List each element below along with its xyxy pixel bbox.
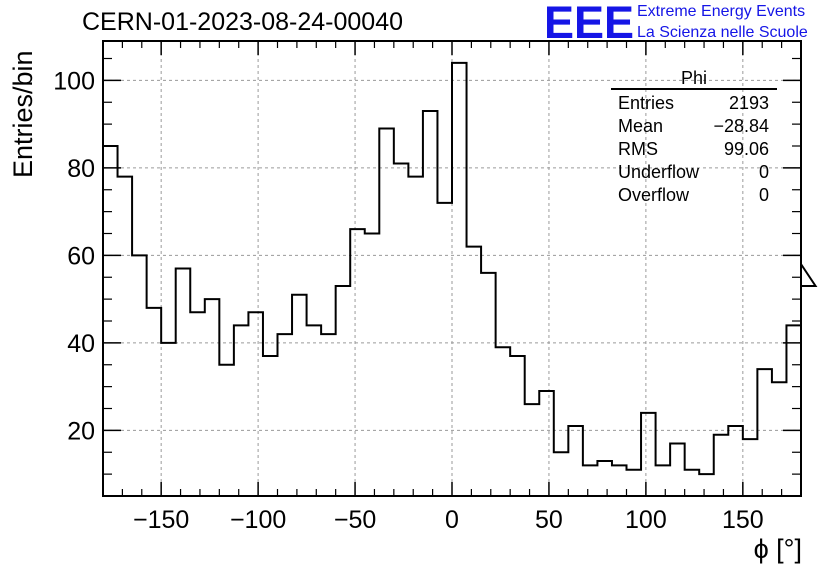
plot-frame	[102, 40, 802, 497]
x-tick-labels: −150 −100 −50 0 50 100 150	[133, 506, 764, 534]
stats-name: Phi	[680, 68, 707, 88]
x-tick-label: 150	[722, 506, 764, 534]
stats-row-entries: Entries 2193	[611, 92, 777, 115]
stats-value: 2193	[728, 93, 769, 113]
y-tick-label: 100	[53, 67, 95, 95]
stats-row-underflow: Underflow 0	[611, 161, 777, 184]
stats-divider	[611, 88, 777, 90]
histogram-step-line	[103, 61, 818, 476]
stats-label: Underflow	[618, 162, 700, 182]
x-tick-label: −50	[334, 506, 376, 534]
stats-label: Mean	[618, 116, 664, 136]
stats-box: Phi Entries 2193 Mean −28.84 RMS 99.06 U…	[611, 68, 777, 207]
stats-row-overflow: Overflow 0	[611, 184, 777, 207]
x-tick-label: 50	[535, 506, 563, 534]
run-title: CERN-01-2023-08-24-00040	[82, 8, 404, 36]
x-axis-label: ϕ [°]	[753, 534, 802, 564]
y-tick-labels: 20 40 60 80 100	[53, 67, 95, 445]
x-tick-label: 0	[445, 506, 459, 534]
stats-value: 0	[758, 162, 769, 182]
y-tick-label: 40	[67, 330, 95, 358]
stats-row-mean: Mean −28.84	[611, 115, 777, 138]
eee-logo: EEE	[544, 0, 635, 48]
axis-ticks	[103, 41, 801, 496]
stats-label: Overflow	[618, 185, 690, 205]
x-tick-label: 100	[625, 506, 667, 534]
stats-row-rms: RMS 99.06	[611, 138, 777, 161]
stats-label: RMS	[618, 139, 658, 159]
x-tick-label: −100	[230, 506, 286, 534]
logo-tagline-1: Extreme Energy Events	[637, 3, 806, 20]
logo-tagline-2: La Scienza nelle Scuole	[637, 24, 808, 41]
stats-value: −28.84	[713, 116, 769, 136]
y-tick-label: 20	[67, 417, 95, 445]
y-tick-label: 80	[67, 155, 95, 183]
stats-value: 99.06	[723, 139, 769, 159]
stats-value: 0	[758, 185, 769, 205]
x-tick-label: −150	[133, 506, 189, 534]
stats-label: Entries	[618, 93, 675, 113]
y-tick-label: 60	[67, 242, 95, 270]
y-axis-label: Entries/bin	[8, 50, 38, 178]
